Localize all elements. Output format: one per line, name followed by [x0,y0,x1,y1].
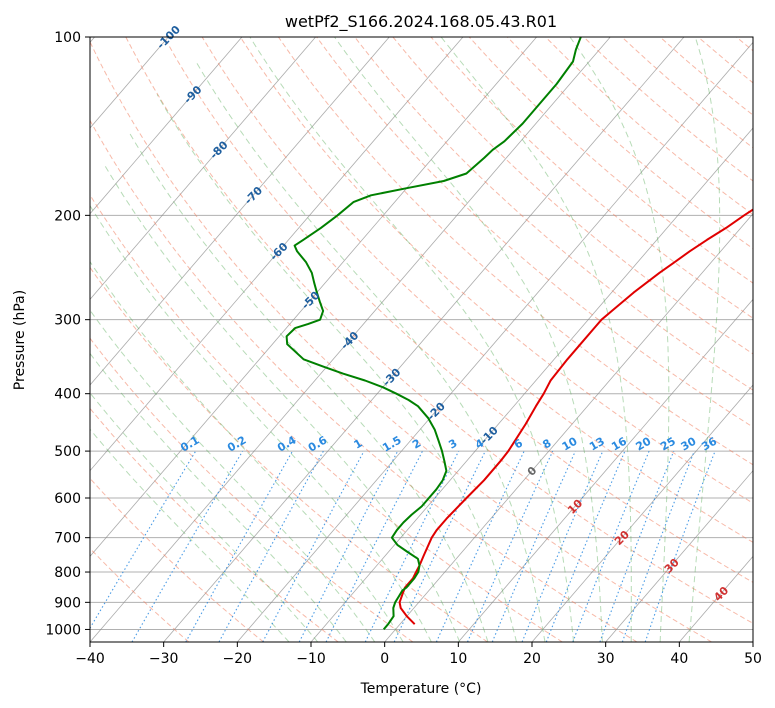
moist-adiabat-line [569,37,670,642]
y-tick-label: 700 [54,531,81,547]
isotherm-line [237,41,753,642]
dry-adiabat-line [125,37,753,624]
dewpoint-profile-line [285,37,582,631]
isotherm-line [90,37,390,386]
isotherm-line [90,37,537,557]
grid-layer [90,37,753,642]
temperature-profile-line [398,208,753,625]
x-tick-label: −30 [149,651,179,667]
moist-adiabat-line [195,61,546,642]
x-tick-label: 50 [744,651,762,667]
x-tick-label: 0 [380,651,389,667]
dry-adiabat-line [90,194,563,642]
mixing-ratio-line [599,450,675,642]
y-tick-label: 600 [54,491,81,507]
mixing-ratio-line [545,450,626,642]
x-tick-label: 40 [670,651,688,667]
dry-adiabat-line [354,37,753,391]
y-tick-label: 200 [54,208,81,224]
mixing-ratio-line [185,450,293,642]
dry-adiabat-line [90,407,339,642]
y-tick-label: 900 [54,595,81,611]
x-tick-label: −40 [75,651,105,667]
moist-adiabat-line [334,37,603,642]
mixing-ratio-line [218,450,324,642]
x-tick-label: −10 [296,651,326,667]
isotherm-line [458,298,753,642]
mixing-ratio-line [466,450,554,642]
data-layer [285,37,753,631]
moist-adiabat-line [90,260,404,642]
dry-adiabat-line [201,37,753,543]
isotherm-line [163,37,685,642]
moist-adiabat-line [249,37,575,642]
isotherm-line [384,213,753,642]
dry-adiabat-line [468,37,753,284]
moist-adiabat-line [156,94,517,642]
isotherm-line [310,127,753,642]
dry-adiabat-line [239,37,753,504]
mixing-ratio-line [325,450,423,642]
y-tick-label: 800 [54,565,81,581]
isotherm-line [531,384,753,642]
mixing-ratio-line [491,450,576,642]
isotherm-line [605,470,753,642]
isotherm-line [90,37,243,215]
isotherm-line [90,37,611,642]
y-tick-label: 100 [54,30,81,46]
isotherm-line [90,37,316,300]
dry-adiabat-line [277,37,753,466]
mixing-ratio-line [262,450,365,642]
x-tick-label: 10 [449,651,467,667]
isotherm-line [90,37,464,472]
y-tick-label: 1000 [45,622,81,638]
mixing-ratio-line [521,450,604,642]
mixing-ratio-line [644,450,716,642]
dry-adiabat-line [90,119,638,642]
chart-title: wetPf2_S166.2024.168.05.43.R01 [285,12,557,32]
dry-adiabat-line [90,337,414,642]
mixing-ratio-line [364,450,460,642]
moist-adiabat-line [104,165,461,642]
moist-adiabat-line [128,132,489,642]
mixing-ratio-line [572,450,650,642]
plot-frame [89,36,754,643]
moist-adiabat-line [90,309,376,642]
x-axis-label: Temperature (°C) [360,681,482,697]
x-tick-label: 20 [523,651,541,667]
x-tick-label: 30 [597,651,615,667]
y-axis-label: Pressure (hPa) [12,290,28,390]
moist-adiabat-line [90,204,432,642]
moist-adiabat-line [90,352,347,642]
y-tick-label: 500 [54,444,81,460]
dry-adiabat-line [90,477,264,642]
x-tick-label: −20 [223,651,253,667]
moist-adiabat-line [688,37,721,642]
y-tick-label: 300 [54,313,81,329]
axes-layer: −40 −30 −20 −10 0 10 20 30 40 50 100 200 300 400 500 60… [45,30,762,667]
dry-adiabat-line [90,266,488,642]
mixing-ratio-line [621,450,695,642]
y-tick-label: 400 [54,387,81,403]
moist-adiabat-line [440,37,632,642]
dry-adiabat-line [163,37,753,583]
dry-adiabat-line [90,40,712,642]
